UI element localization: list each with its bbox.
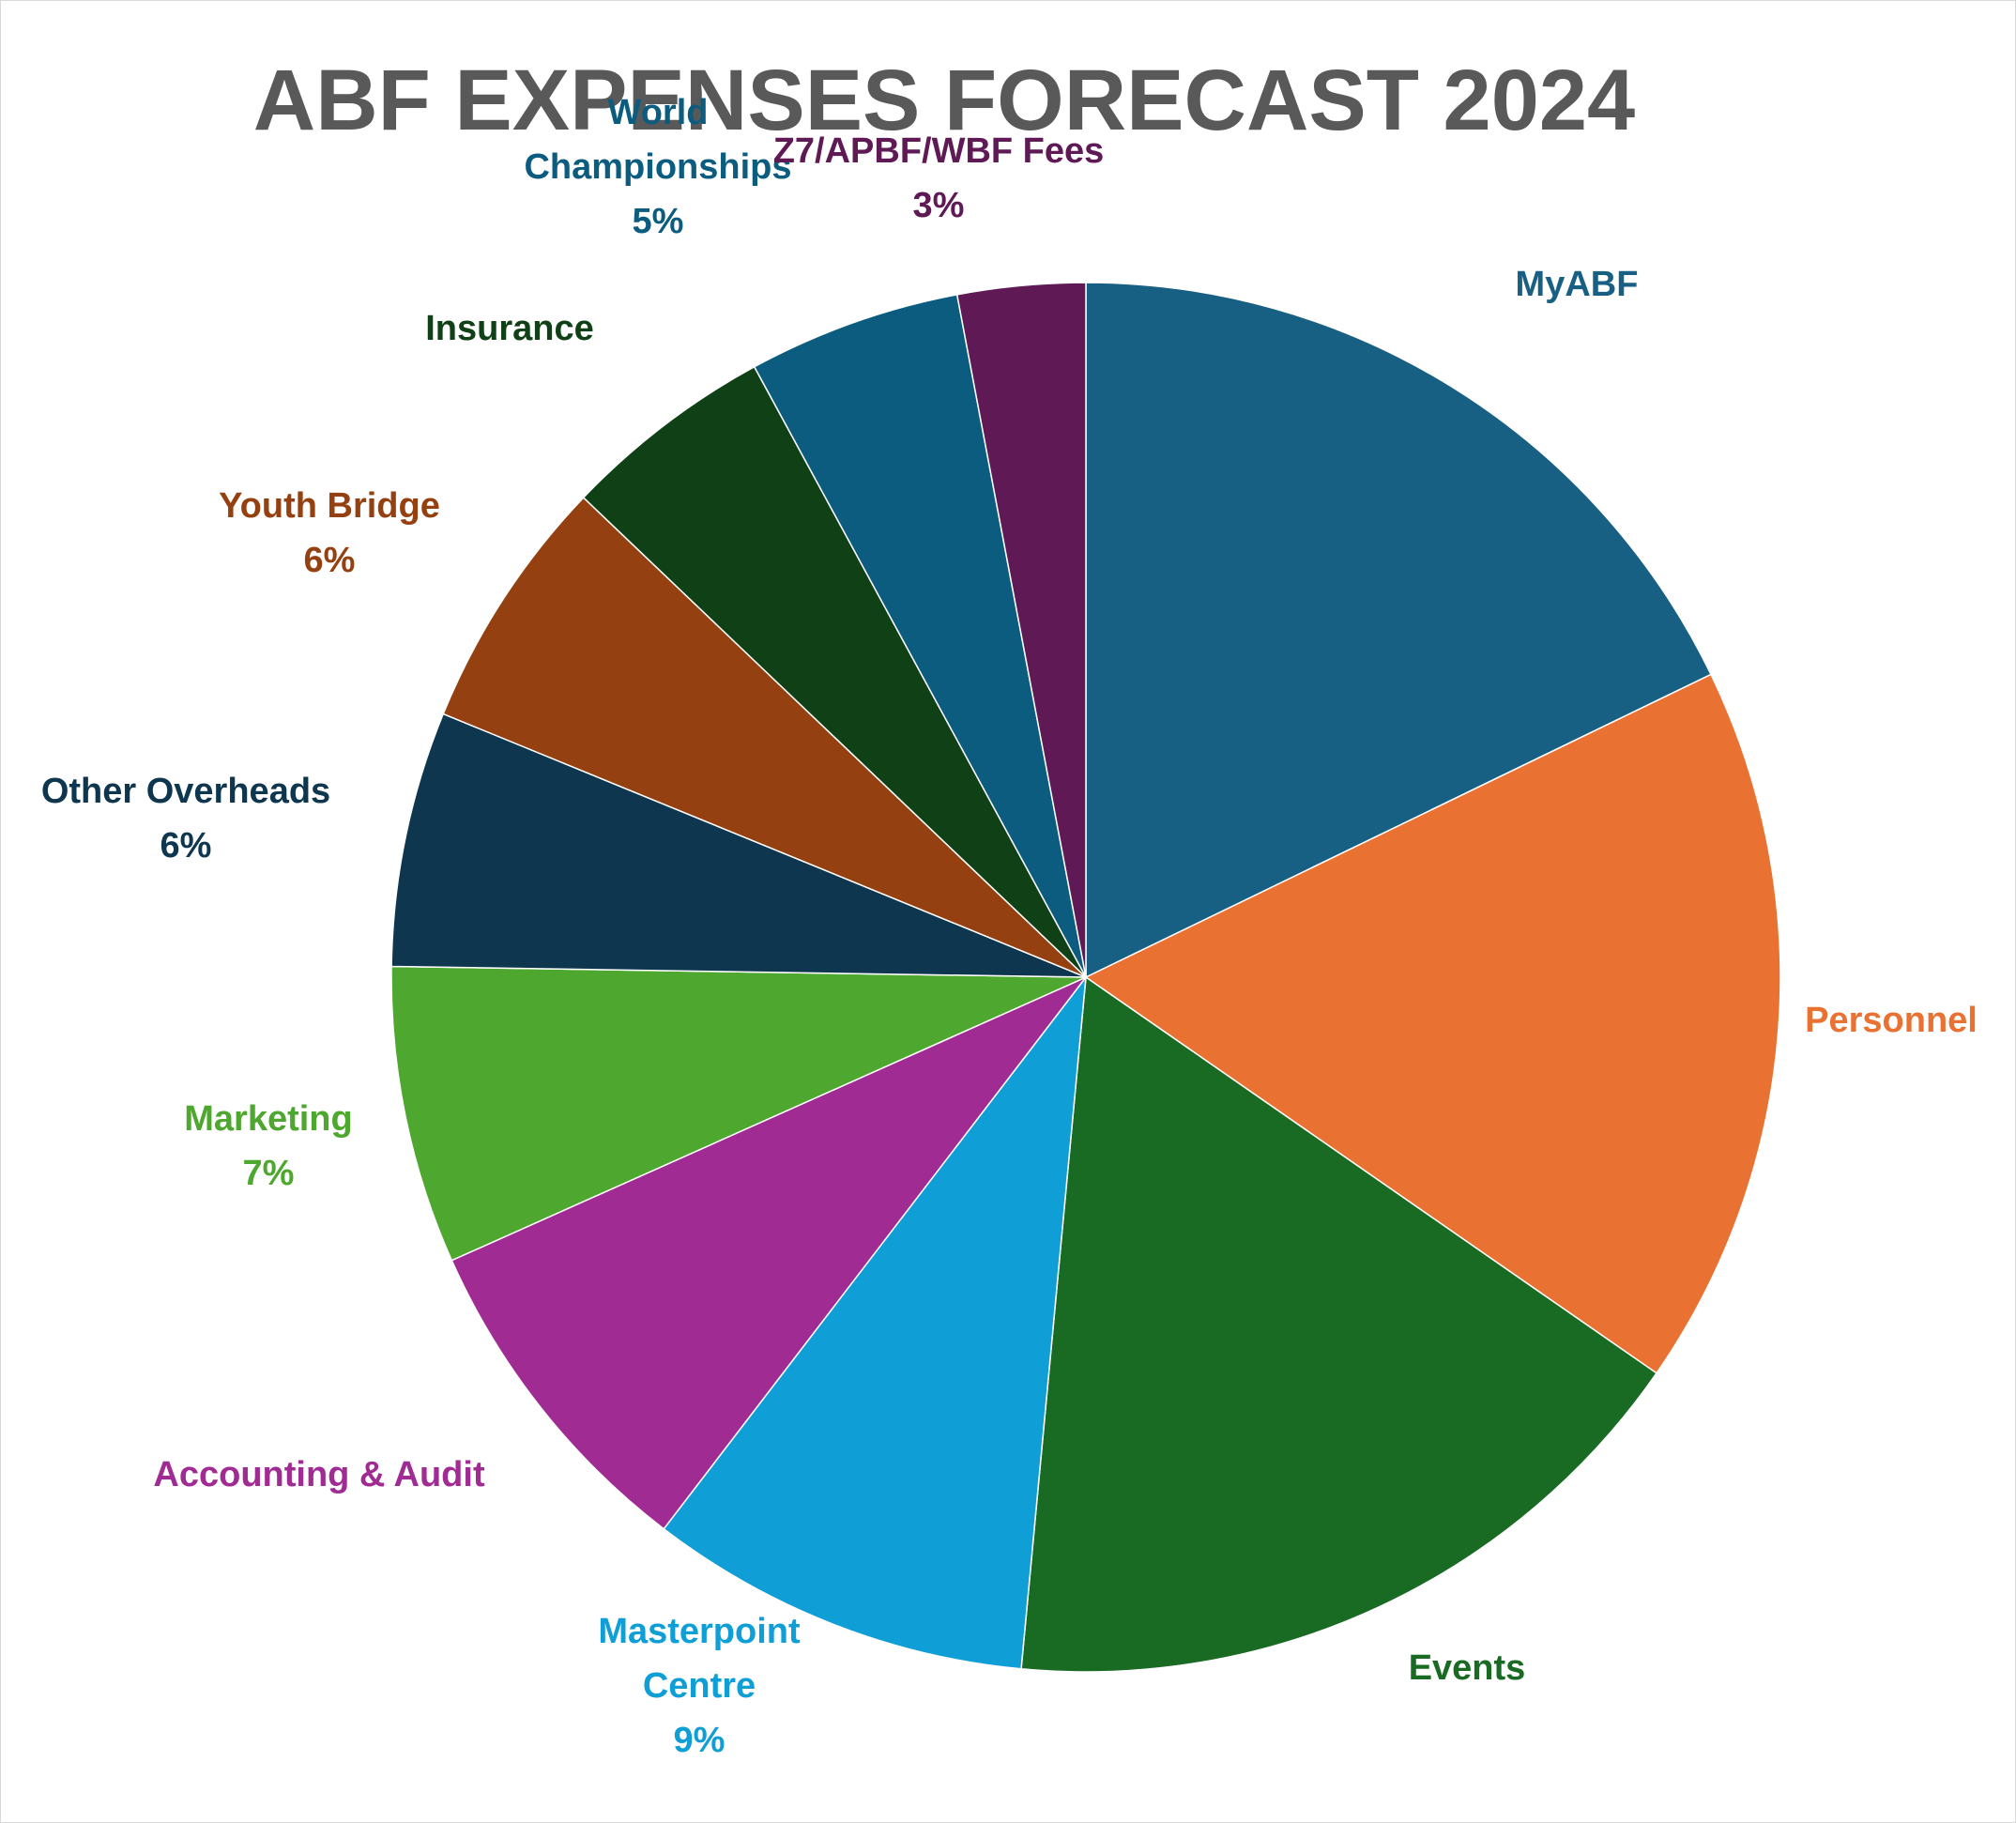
slice-label-world-championships: World Championships 5% bbox=[524, 93, 791, 241]
slice-label-events: Events bbox=[1409, 1648, 1526, 1688]
slice-label-personnel: Personnel bbox=[1805, 1001, 1978, 1040]
slice-label-myabf: MyABF bbox=[1516, 265, 1639, 304]
pie-slices bbox=[390, 282, 1781, 1673]
pie-labels: MyABF Personnel Events Masterpoint Centre 9% A… bbox=[41, 93, 1978, 1760]
pie-slice-z7-apbf-wbf-fees bbox=[955, 282, 1087, 978]
slice-label-masterpoint-centre: Masterpoint Centre 9% bbox=[598, 1612, 801, 1760]
slice-label-z7-apbf-wbf-fees: Z7/APBF/WBF Fees 3% bbox=[773, 131, 1105, 225]
slice-label-insurance: Insurance bbox=[425, 309, 594, 348]
pie-slice-masterpoint-centre bbox=[663, 974, 1087, 1670]
pie-slice-accounting-audit bbox=[451, 976, 1087, 1530]
pie-slice-events bbox=[1020, 975, 1658, 1673]
pie-slice-marketing bbox=[390, 965, 1087, 1262]
chart-title: ABF EXPENSES FORECAST 2024 bbox=[253, 53, 1635, 148]
pie-slice-myabf bbox=[1085, 282, 1713, 979]
pie-slice-world-championships bbox=[753, 293, 1087, 978]
pie-slice-other-overheads bbox=[390, 712, 1087, 978]
pie-slice-personnel bbox=[1084, 673, 1781, 1374]
pie-slice-youth-bridge bbox=[442, 497, 1087, 978]
slice-label-other-overheads: Other Overheads 6% bbox=[41, 772, 330, 866]
slice-label-accounting-audit: Accounting & Audit bbox=[153, 1455, 485, 1494]
pie-slice-insurance bbox=[582, 365, 1087, 978]
slice-label-youth-bridge: Youth Bridge 6% bbox=[219, 486, 440, 580]
slice-label-marketing: Marketing 7% bbox=[184, 1099, 352, 1193]
